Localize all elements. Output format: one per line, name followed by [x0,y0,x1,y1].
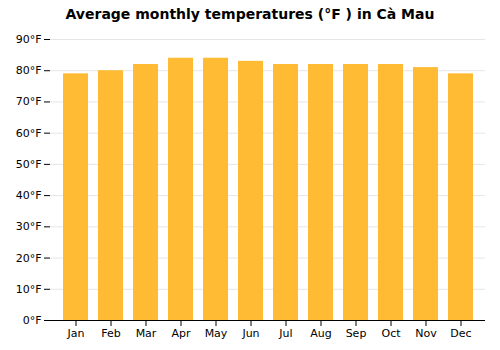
svg-text:Jun: Jun [241,327,259,340]
svg-text:Nov: Nov [415,327,437,340]
svg-text:30°F: 30°F [16,220,42,233]
svg-text:Oct: Oct [381,327,401,340]
svg-text:0°F: 0°F [23,314,42,327]
svg-text:Jan: Jan [67,327,85,340]
svg-text:Dec: Dec [450,327,471,340]
svg-text:Aug: Aug [310,327,331,340]
svg-text:20°F: 20°F [16,252,42,265]
svg-text:80°F: 80°F [16,64,42,77]
svg-text:Jul: Jul [278,327,292,340]
html-text:Average monthly temperatures (: Average monthly temperatures (°F ) in Cà… [65,6,435,22]
svg-text:May: May [205,327,228,340]
svg-text:Apr: Apr [171,327,191,340]
svg-text:Feb: Feb [101,327,120,340]
svg-text:Sep: Sep [346,327,367,340]
svg-text:70°F: 70°F [16,95,42,108]
svg-text:40°F: 40°F [16,189,42,202]
svg-text:60°F: 60°F [16,127,42,140]
svg-text:10°F: 10°F [16,283,42,296]
svg-text:50°F: 50°F [16,158,42,171]
svg-text:Mar: Mar [136,327,157,340]
svg-text:90°F: 90°F [16,33,42,46]
